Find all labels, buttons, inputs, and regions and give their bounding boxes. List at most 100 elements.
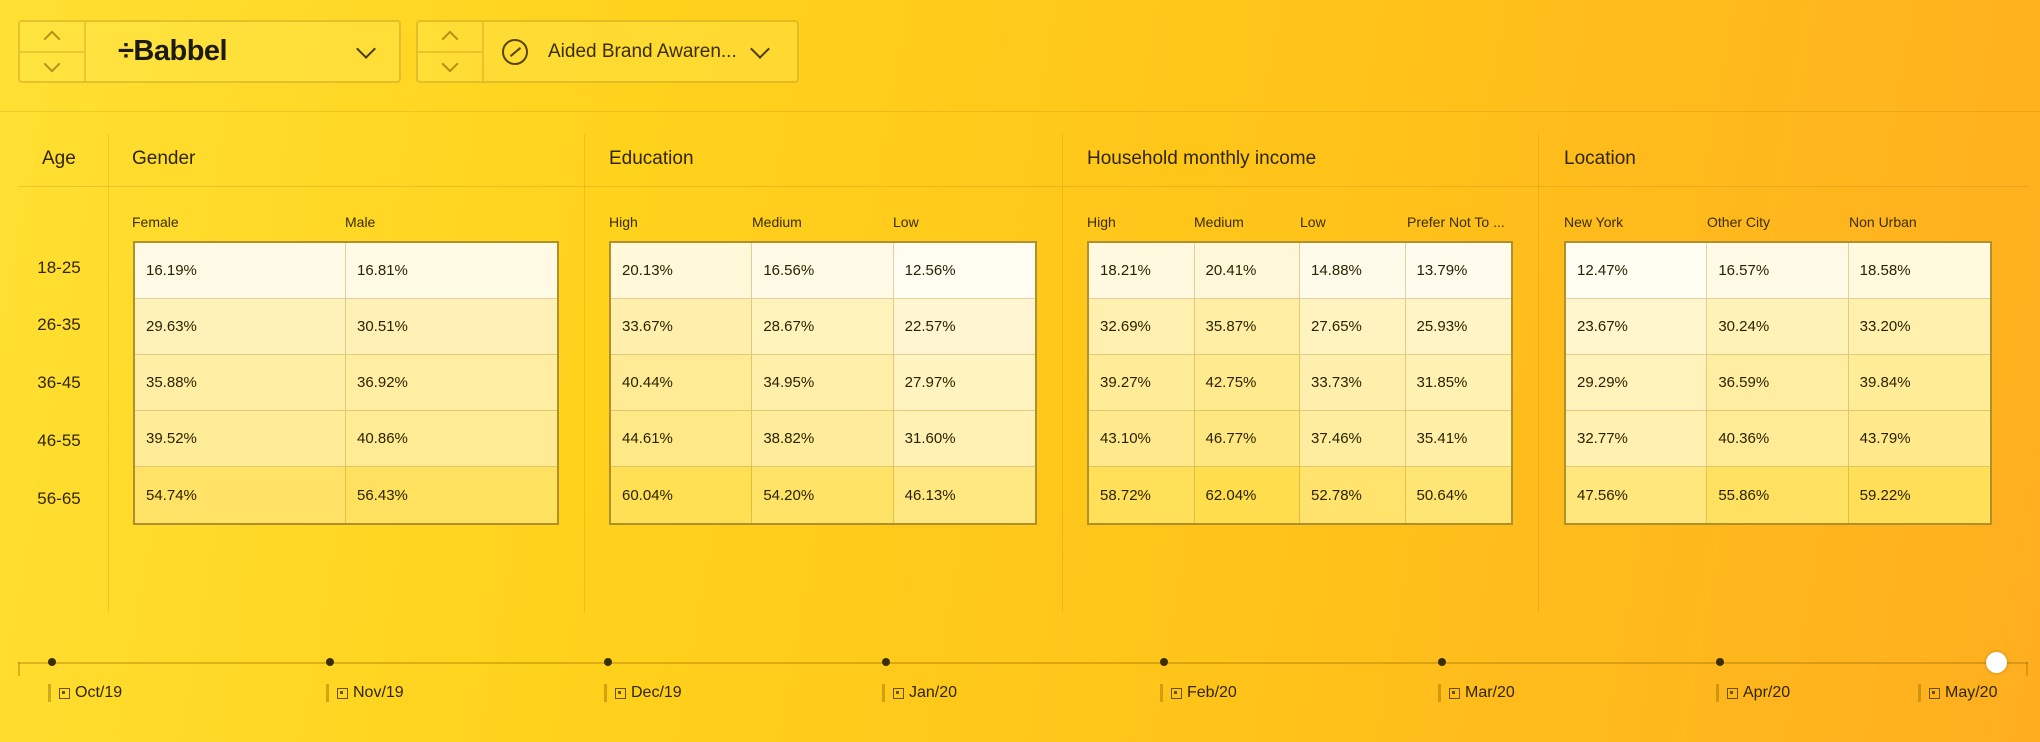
timeline-label[interactable]: Apr/20 xyxy=(1716,684,1790,702)
table-cell[interactable]: 39.27% xyxy=(1089,355,1195,411)
table-cell[interactable]: 33.67% xyxy=(611,299,753,355)
timeline-point[interactable] xyxy=(326,658,334,666)
table-cell[interactable]: 38.82% xyxy=(752,411,894,467)
brand-dropdown[interactable]: ÷Babbel xyxy=(86,22,399,81)
timeline-point[interactable] xyxy=(48,658,56,666)
metric-selector: Aided Brand Awaren... xyxy=(416,20,799,83)
table-cell[interactable]: 30.24% xyxy=(1707,299,1849,355)
table-cell[interactable]: 46.13% xyxy=(893,467,1035,523)
table-cell[interactable]: 20.13% xyxy=(611,243,753,299)
table-cell[interactable]: 56.43% xyxy=(346,467,557,523)
metric-next-button[interactable] xyxy=(418,53,482,82)
timeline-point[interactable] xyxy=(1438,658,1446,666)
table-cell[interactable]: 43.79% xyxy=(1848,411,1990,467)
timeline-point[interactable] xyxy=(1716,658,1724,666)
timeline-point[interactable] xyxy=(882,658,890,666)
timeline-track[interactable] xyxy=(18,662,2028,664)
age-row-label: 56-65 xyxy=(37,489,81,508)
table-cell[interactable]: 46.77% xyxy=(1194,411,1300,467)
table-cell[interactable]: 40.36% xyxy=(1707,411,1849,467)
table-cell[interactable]: 12.47% xyxy=(1566,243,1708,299)
timeline-label-text: Dec/19 xyxy=(631,684,682,701)
table-cell[interactable]: 40.44% xyxy=(611,355,753,411)
table-cell[interactable]: 35.41% xyxy=(1405,411,1511,467)
table-cell[interactable]: 50.64% xyxy=(1405,467,1511,523)
table-cell[interactable]: 25.93% xyxy=(1405,299,1511,355)
table-cell[interactable]: 16.19% xyxy=(135,243,346,299)
table-cell[interactable]: 54.74% xyxy=(135,467,346,523)
timeline-label[interactable]: Mar/20 xyxy=(1438,684,1515,702)
table-cell[interactable]: 33.73% xyxy=(1300,355,1406,411)
table-cell[interactable]: 43.10% xyxy=(1089,411,1195,467)
timeline-label[interactable]: Oct/19 xyxy=(48,684,122,702)
timeline-point[interactable] xyxy=(604,658,612,666)
table-cell[interactable]: 39.52% xyxy=(135,411,346,467)
table-cell[interactable]: 44.61% xyxy=(611,411,753,467)
table-cell[interactable]: 22.57% xyxy=(893,299,1035,355)
table-cell[interactable]: 42.75% xyxy=(1194,355,1300,411)
brand-logo: ÷Babbel xyxy=(118,35,228,67)
table-cell[interactable]: 58.72% xyxy=(1089,467,1195,523)
table-cell[interactable]: 34.95% xyxy=(752,355,894,411)
timeline-point[interactable] xyxy=(1160,658,1168,666)
table-cell[interactable]: 40.86% xyxy=(346,411,557,467)
metric-stepper xyxy=(418,22,484,81)
column-header: Medium xyxy=(752,214,802,230)
calendar-icon xyxy=(1171,687,1182,699)
table-cell[interactable]: 55.86% xyxy=(1707,467,1849,523)
table-cell[interactable]: 13.79% xyxy=(1405,243,1511,299)
timeline-label[interactable]: May/20 xyxy=(1918,684,1997,702)
timeline-label[interactable]: Dec/19 xyxy=(604,684,682,702)
table-cell[interactable]: 54.20% xyxy=(752,467,894,523)
brand-previous-button[interactable] xyxy=(20,22,84,53)
table-cell[interactable]: 47.56% xyxy=(1566,467,1708,523)
table-cell[interactable]: 28.67% xyxy=(752,299,894,355)
table-cell[interactable]: 27.65% xyxy=(1300,299,1406,355)
table-cell[interactable]: 31.60% xyxy=(893,411,1035,467)
column-header: Low xyxy=(1300,214,1326,230)
divider xyxy=(1538,186,2028,187)
timeline-handle[interactable] xyxy=(1986,652,2007,673)
table-cell[interactable]: 32.69% xyxy=(1089,299,1195,355)
table-cell[interactable]: 12.56% xyxy=(893,243,1035,299)
table-cell[interactable]: 37.46% xyxy=(1300,411,1406,467)
timeline-label[interactable]: Jan/20 xyxy=(882,684,957,702)
table-cell[interactable]: 29.29% xyxy=(1566,355,1708,411)
table-cell[interactable]: 18.21% xyxy=(1089,243,1195,299)
table-cell[interactable]: 36.59% xyxy=(1707,355,1849,411)
timeline-label[interactable]: Nov/19 xyxy=(326,684,404,702)
table-cell[interactable]: 16.57% xyxy=(1707,243,1849,299)
timeline-tick xyxy=(1918,684,1921,702)
table-cell[interactable]: 60.04% xyxy=(611,467,753,523)
table-cell[interactable]: 62.04% xyxy=(1194,467,1300,523)
table-cell[interactable]: 29.63% xyxy=(135,299,346,355)
brand-next-button[interactable] xyxy=(20,53,84,82)
table-cell[interactable]: 35.87% xyxy=(1194,299,1300,355)
divider xyxy=(18,186,108,187)
timeline-label[interactable]: Feb/20 xyxy=(1160,684,1237,702)
table-cell[interactable]: 39.84% xyxy=(1848,355,1990,411)
table-cell[interactable]: 32.77% xyxy=(1566,411,1708,467)
timeline-label-text: Jan/20 xyxy=(909,684,958,701)
chevron-down-icon xyxy=(750,39,770,59)
table-cell[interactable]: 36.92% xyxy=(346,355,557,411)
table-cell[interactable]: 52.78% xyxy=(1300,467,1406,523)
timeline-tick xyxy=(882,684,885,702)
table-cell[interactable]: 23.67% xyxy=(1566,299,1708,355)
table-cell[interactable]: 33.20% xyxy=(1848,299,1990,355)
metric-dropdown[interactable]: Aided Brand Awaren... xyxy=(484,22,797,81)
table-cell[interactable]: 35.88% xyxy=(135,355,346,411)
top-bar: ÷Babbel Aided Brand Awaren... xyxy=(0,0,2040,112)
table-cell[interactable]: 59.22% xyxy=(1848,467,1990,523)
table-cell[interactable]: 31.85% xyxy=(1405,355,1511,411)
chevron-up-icon xyxy=(43,30,61,48)
table-cell[interactable]: 30.51% xyxy=(346,299,557,355)
table-cell[interactable]: 18.58% xyxy=(1848,243,1990,299)
table-cell[interactable]: 16.81% xyxy=(346,243,557,299)
table-cell[interactable]: 14.88% xyxy=(1300,243,1406,299)
table-cell[interactable]: 20.41% xyxy=(1194,243,1300,299)
metric-previous-button[interactable] xyxy=(418,22,482,53)
table-cell[interactable]: 16.56% xyxy=(752,243,894,299)
heatmap-table: 20.13% 16.56% 12.56% 33.67% 28.67% 22.57% 40.4… xyxy=(609,241,1037,525)
table-cell[interactable]: 27.97% xyxy=(893,355,1035,411)
